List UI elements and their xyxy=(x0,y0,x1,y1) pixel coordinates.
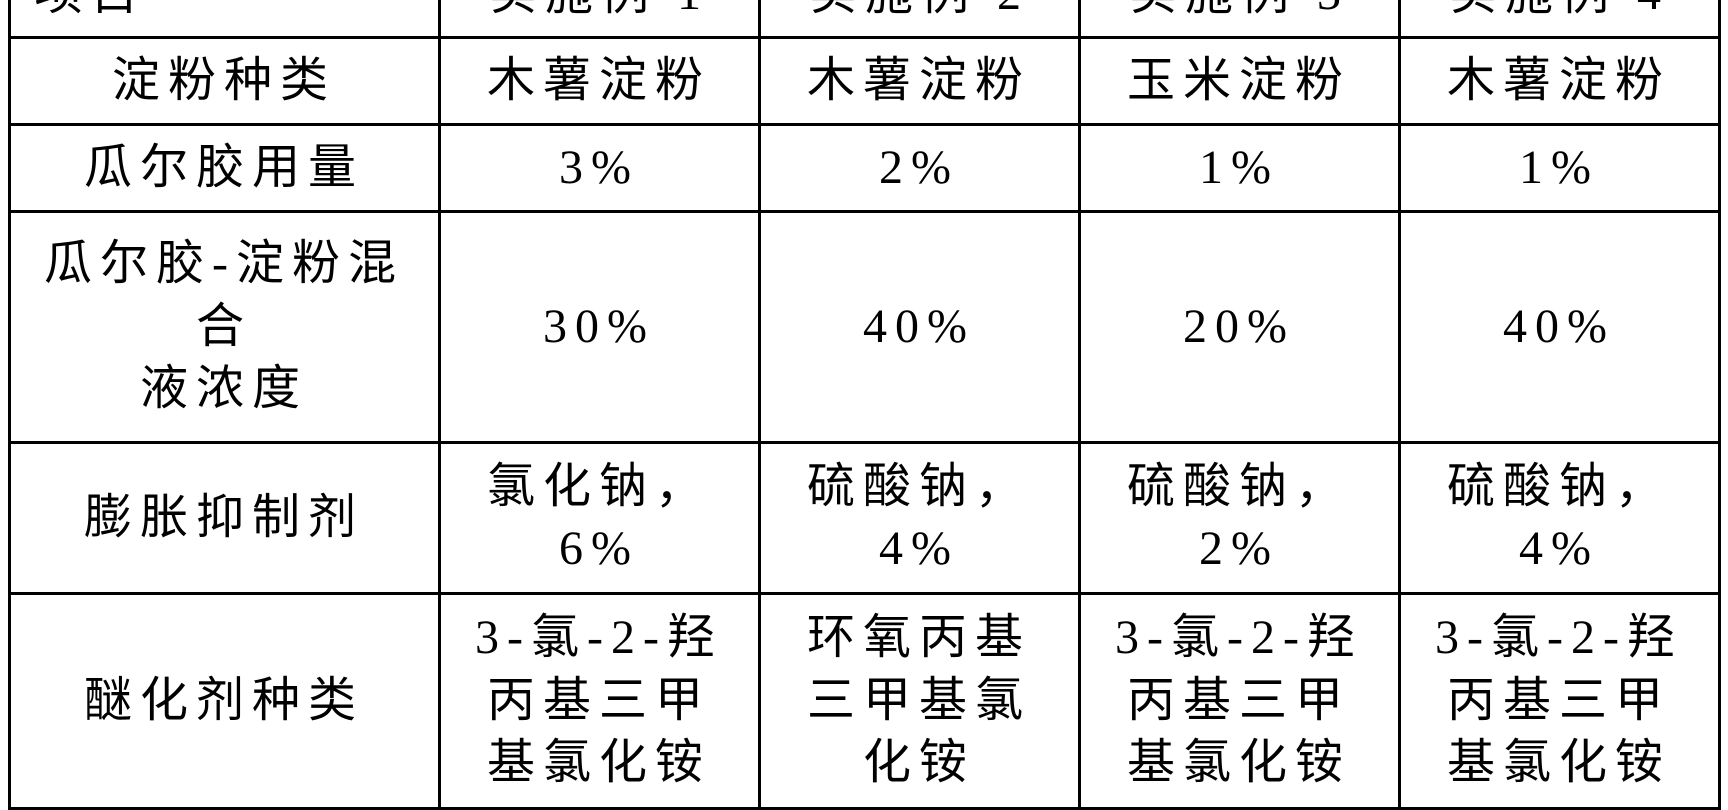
table-cell: 20% xyxy=(1079,212,1399,442)
table-cell: 木薯淀粉 xyxy=(439,38,759,125)
table-cell: 3-氯-2-羟丙基三甲基氯化铵 xyxy=(439,594,759,808)
table-cell: 硫酸钠，4% xyxy=(1399,442,1719,594)
table-header-cell: 实施例 3 xyxy=(1079,0,1399,38)
table-row: 膨胀抑制剂 氯化钠，6% 硫酸钠，4% 硫酸钠，2% 硫酸钠，4% xyxy=(9,442,1719,594)
table-cell: 淀粉种类 xyxy=(9,38,439,125)
table-cell: 玉米淀粉 xyxy=(1079,38,1399,125)
table-cell: 40% xyxy=(1399,212,1719,442)
table-cell: 木薯淀粉 xyxy=(759,38,1079,125)
table-cell: 1% xyxy=(1399,125,1719,212)
table-header-cell: 实施例 2 xyxy=(759,0,1079,38)
table-cell: 膨胀抑制剂 xyxy=(9,442,439,594)
table-row: 瓜尔胶用量 3% 2% 1% 1% xyxy=(9,125,1719,212)
table-cell: 醚化剂种类 xyxy=(9,594,439,808)
table-cell: 瓜尔胶用量 xyxy=(9,125,439,212)
table-cell: 40% xyxy=(759,212,1079,442)
table-row: 醚化剂种类 3-氯-2-羟丙基三甲基氯化铵 环氧丙基三甲基氯化铵 3-氯-2-羟… xyxy=(9,594,1719,808)
table-row: 项目 实施例 1 实施例 2 实施例 3 实施例 4 xyxy=(9,0,1719,38)
table-cell: 瓜尔胶-淀粉混合液浓度 xyxy=(9,212,439,442)
table-row: 瓜尔胶-淀粉混合液浓度 30% 40% 20% 40% xyxy=(9,212,1719,442)
table-cell: 氯化钠，6% xyxy=(439,442,759,594)
table-cell: 1% xyxy=(1079,125,1399,212)
table-header-cell: 实施例 1 xyxy=(439,0,759,38)
table-cell: 3-氯-2-羟丙基三甲基氯化铵 xyxy=(1079,594,1399,808)
table-cell: 硫酸钠，2% xyxy=(1079,442,1399,594)
table-row: 淀粉种类 木薯淀粉 木薯淀粉 玉米淀粉 木薯淀粉 xyxy=(9,38,1719,125)
table-header-cell: 项目 xyxy=(9,0,439,38)
data-table: 项目 实施例 1 实施例 2 实施例 3 实施例 4 淀粉种类 木薯淀粉 木薯淀… xyxy=(8,0,1721,810)
table-cell: 环氧丙基三甲基氯化铵 xyxy=(759,594,1079,808)
table-header-cell: 实施例 4 xyxy=(1399,0,1719,38)
table-cell: 3% xyxy=(439,125,759,212)
table-cell: 木薯淀粉 xyxy=(1399,38,1719,125)
table-cell: 硫酸钠，4% xyxy=(759,442,1079,594)
table-cell: 30% xyxy=(439,212,759,442)
table-cell: 2% xyxy=(759,125,1079,212)
table-cell: 3-氯-2-羟丙基三甲基氯化铵 xyxy=(1399,594,1719,808)
